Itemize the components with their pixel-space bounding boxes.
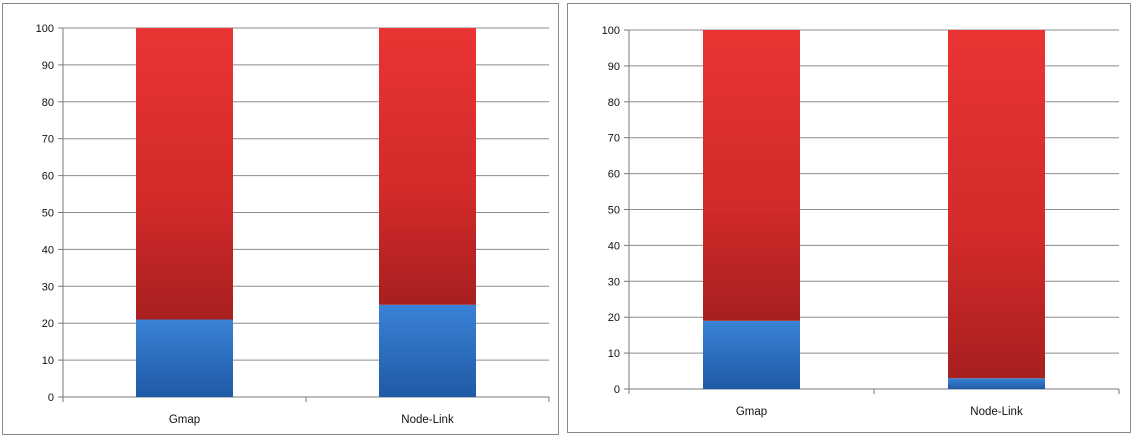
x-category-label: Gmap	[169, 414, 200, 426]
y-tick-label: 70	[42, 134, 54, 146]
bar-segment-blue-gmap	[136, 319, 233, 397]
y-tick-label: 60	[42, 171, 54, 183]
y-tick-label: 40	[42, 244, 54, 256]
y-tick-label: 90	[42, 60, 54, 72]
x-category-label: Node-Link	[970, 406, 1023, 418]
y-tick-label: 50	[608, 205, 620, 217]
x-category-label: Gmap	[736, 406, 767, 418]
y-tick-label: 60	[608, 169, 620, 181]
stacked-bar-chart-right: 0 10 20 30 40 50 60 70 80 90 100 Gmap Node-Link	[602, 25, 1120, 418]
bar-segment-red-gmap	[136, 28, 233, 320]
bar-segment-blue-node-link	[379, 304, 476, 397]
y-tick-label: 30	[608, 276, 620, 288]
y-tick-label: 20	[608, 312, 620, 324]
y-tick-label: 90	[608, 61, 620, 73]
y-tick-label: 10	[42, 355, 54, 367]
bar-segment-red-gmap	[703, 30, 800, 321]
bar-segment-red-node-link	[948, 30, 1045, 379]
y-tick-label: 70	[608, 133, 620, 145]
chart-panel-right: 0 10 20 30 40 50 60 70 80 90 100 Gmap Node-Link	[567, 3, 1131, 433]
x-category-label: Node-Link	[401, 414, 454, 426]
chart-panel-left: 0 10 20 30 40 50 60 70 80 90 100 Gmap Node-Link	[2, 3, 559, 435]
stacked-bar-chart-left: 0 10 20 30 40 50 60 70 80 90 100 Gmap Node-Link	[36, 23, 550, 426]
bar-segment-blue-gmap	[703, 320, 800, 389]
y-tick-label: 80	[42, 97, 54, 109]
y-tick-label: 30	[42, 281, 54, 293]
bar-segment-red-node-link	[379, 28, 476, 305]
y-tick-label: 20	[42, 318, 54, 330]
y-tick-label: 0	[48, 392, 54, 404]
y-tick-label: 80	[608, 97, 620, 109]
bar-segment-blue-node-link	[948, 378, 1045, 389]
y-tick-label: 100	[602, 25, 620, 37]
y-tick-label: 10	[608, 348, 620, 360]
y-tick-label: 50	[42, 208, 54, 220]
y-tick-label: 0	[614, 384, 620, 396]
y-tick-label: 100	[36, 23, 54, 35]
y-tick-label: 40	[608, 240, 620, 252]
